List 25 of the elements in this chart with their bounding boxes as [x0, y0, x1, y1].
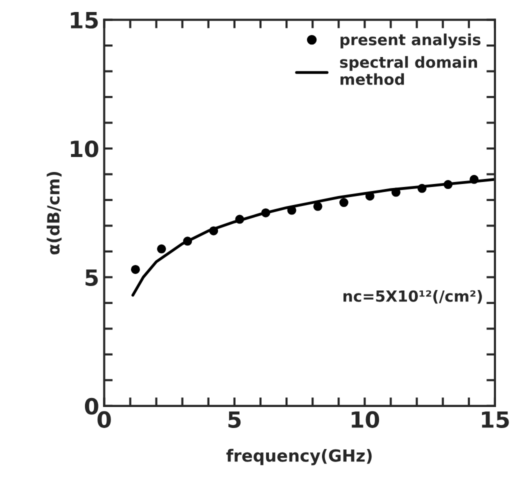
legend-label: spectral domain method: [340, 56, 478, 86]
y-axis-title: α(dB/cm): [46, 172, 62, 254]
y-tick-label: 15: [70, 12, 98, 29]
y-tick-label: 0: [84, 398, 98, 415]
point: [261, 208, 270, 218]
point: [418, 184, 427, 193]
x-tick-label: 15: [482, 411, 509, 428]
y-tick-label: 5: [86, 269, 98, 286]
point: [183, 236, 192, 246]
x-tick-label: 5: [228, 411, 241, 428]
x-axis-title: frequency(GHz): [226, 448, 372, 466]
point: [157, 244, 166, 254]
x-tick-label: 0: [98, 411, 111, 428]
point: [130, 264, 140, 274]
legend-label: present analysis: [340, 34, 480, 48]
point: [444, 180, 453, 190]
point: [470, 174, 479, 184]
x-tick-label: 10: [352, 411, 380, 428]
point: [391, 188, 400, 197]
annotation: nc=5X10¹²(/cm²): [344, 290, 482, 304]
y-tick-label: 10: [70, 140, 98, 158]
point: [313, 202, 322, 211]
point: [209, 226, 218, 236]
point: [235, 214, 244, 224]
point: [339, 198, 348, 208]
